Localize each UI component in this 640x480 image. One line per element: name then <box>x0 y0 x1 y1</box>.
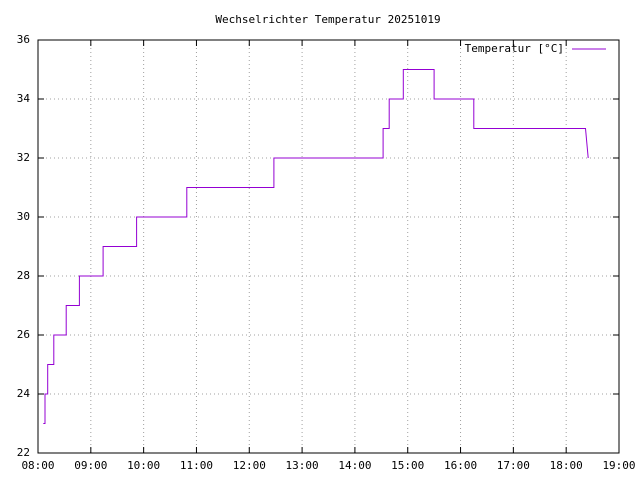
y-tick-label: 32 <box>17 151 30 164</box>
y-tick-label: 30 <box>17 210 30 223</box>
chart-title: Wechselrichter Temperatur 20251019 <box>215 13 440 26</box>
x-tick-label: 16:00 <box>444 459 477 472</box>
data-line <box>43 69 589 424</box>
x-tick-label: 14:00 <box>338 459 371 472</box>
plot-frame <box>37 39 620 454</box>
y-tick-label: 36 <box>17 33 30 46</box>
x-tick-label: 19:00 <box>602 459 635 472</box>
x-tick-label: 15:00 <box>391 459 424 472</box>
x-tick-label: 09:00 <box>74 459 107 472</box>
x-tick-label: 11:00 <box>180 459 213 472</box>
y-tick-label: 34 <box>17 92 31 105</box>
y-tick-label: 28 <box>17 269 30 282</box>
x-tick-label: 13:00 <box>286 459 319 472</box>
x-tick-label: 12:00 <box>233 459 266 472</box>
y-tick-label: 26 <box>17 328 30 341</box>
y-tick-label: 22 <box>17 446 30 459</box>
y-tick-label: 24 <box>17 387 31 400</box>
legend-label: Temperatur [°C] <box>465 42 564 55</box>
x-tick-label: 18:00 <box>550 459 583 472</box>
x-tick-label: 17:00 <box>497 459 530 472</box>
x-tick-label: 08:00 <box>21 459 54 472</box>
x-tick-label: 10:00 <box>127 459 160 472</box>
